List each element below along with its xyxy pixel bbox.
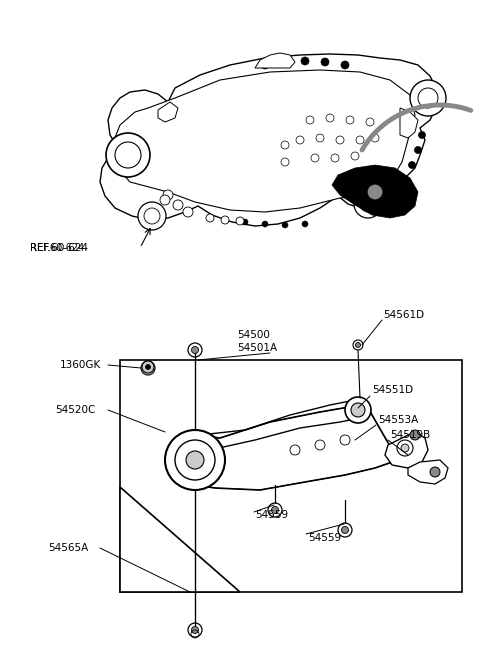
Text: 54559: 54559 — [255, 510, 288, 520]
Circle shape — [145, 365, 151, 371]
Circle shape — [282, 222, 288, 228]
Circle shape — [272, 506, 278, 514]
Circle shape — [419, 132, 425, 138]
Circle shape — [206, 214, 214, 222]
Polygon shape — [400, 108, 418, 138]
Circle shape — [175, 440, 215, 480]
Polygon shape — [112, 70, 415, 212]
Circle shape — [221, 216, 229, 224]
Polygon shape — [100, 54, 437, 226]
Circle shape — [401, 444, 409, 452]
Circle shape — [341, 527, 348, 534]
Text: REF.60-624: REF.60-624 — [30, 243, 84, 253]
Text: 54565A: 54565A — [48, 543, 88, 553]
Text: 54500: 54500 — [237, 330, 270, 340]
Text: 54559: 54559 — [308, 533, 341, 543]
Polygon shape — [120, 487, 240, 592]
Circle shape — [163, 190, 173, 200]
Text: 54501A: 54501A — [237, 343, 277, 353]
Text: 54520C: 54520C — [55, 405, 96, 415]
Text: 54561D: 54561D — [383, 310, 424, 320]
Circle shape — [356, 343, 360, 348]
Circle shape — [301, 57, 309, 65]
Circle shape — [142, 361, 154, 373]
Circle shape — [345, 397, 371, 423]
Polygon shape — [385, 432, 428, 468]
Circle shape — [144, 208, 160, 224]
Circle shape — [430, 467, 440, 477]
Circle shape — [360, 196, 376, 212]
Circle shape — [106, 133, 150, 177]
Polygon shape — [408, 460, 448, 484]
Text: 1360GK: 1360GK — [60, 360, 101, 370]
Circle shape — [321, 58, 329, 66]
Circle shape — [302, 221, 308, 227]
Circle shape — [410, 80, 446, 116]
Circle shape — [261, 61, 269, 69]
Circle shape — [186, 451, 204, 469]
Circle shape — [145, 364, 151, 369]
Circle shape — [408, 162, 416, 168]
Circle shape — [418, 88, 438, 108]
Text: REF.60-624: REF.60-624 — [30, 243, 88, 253]
Circle shape — [367, 184, 383, 200]
Circle shape — [351, 403, 365, 417]
Circle shape — [354, 190, 382, 218]
Circle shape — [242, 219, 248, 225]
Circle shape — [262, 221, 268, 227]
Circle shape — [236, 217, 244, 225]
Circle shape — [341, 61, 349, 69]
Circle shape — [281, 58, 289, 66]
Polygon shape — [195, 406, 398, 490]
Text: 54519B: 54519B — [390, 430, 430, 440]
Circle shape — [160, 195, 170, 205]
Polygon shape — [255, 53, 295, 68]
Polygon shape — [332, 165, 418, 218]
Circle shape — [415, 147, 421, 153]
Circle shape — [173, 200, 183, 210]
Circle shape — [165, 430, 225, 490]
Text: 54553A: 54553A — [378, 415, 418, 425]
Circle shape — [115, 142, 141, 168]
Polygon shape — [158, 102, 178, 122]
FancyBboxPatch shape — [120, 360, 462, 592]
Circle shape — [410, 430, 420, 440]
Text: 54551D: 54551D — [372, 385, 413, 395]
Circle shape — [192, 346, 199, 354]
Circle shape — [183, 207, 193, 217]
Circle shape — [138, 202, 166, 230]
Circle shape — [141, 361, 155, 375]
Circle shape — [192, 626, 199, 633]
